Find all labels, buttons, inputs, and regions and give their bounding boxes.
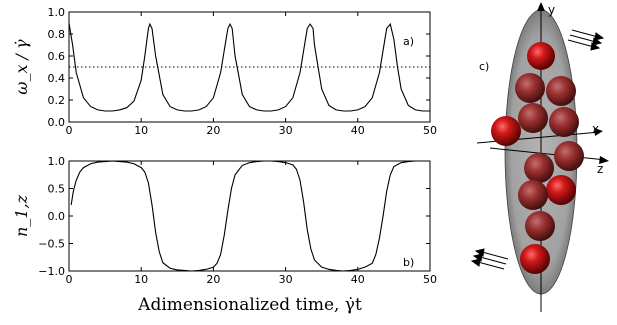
x-tick-label: 0 <box>66 124 73 137</box>
z-axis-line <box>489 147 607 161</box>
x-tick-label: 30 <box>279 273 293 286</box>
y-tick-label: 1.0 <box>48 6 66 19</box>
z-axis-label: z <box>597 162 603 176</box>
y-tick-label: −0.5 <box>38 238 65 251</box>
sphere <box>549 107 579 137</box>
sphere <box>491 116 521 146</box>
flow-arrows-right <box>567 29 605 51</box>
panel-a-label: a) <box>403 35 414 48</box>
panel-a-omega-chart: 0 10 20 30 40 50 0.0 0.2 0.4 0.6 0.8 1.0 a) ω_x / γ… <box>12 6 437 137</box>
y-tick-label: 0.0 <box>48 210 66 223</box>
panel-b-n1z-chart: 0 10 20 30 40 50 −1.0 −0.5 0.0 0.5 1.0 b) n_1,z Ad… <box>12 155 437 315</box>
x-tick-label: 20 <box>206 124 220 137</box>
x-axis-label: x <box>592 122 599 136</box>
panel-c-illustration: y x z <box>470 2 609 312</box>
y-axis-label: y <box>548 3 555 17</box>
x-tick-label: 30 <box>279 124 293 137</box>
x-tick-label: 0 <box>66 273 73 286</box>
x-axis-arrow <box>594 128 603 136</box>
y-tick-label: 0.5 <box>48 183 66 196</box>
y-tick-label: 0.4 <box>48 72 66 85</box>
sphere <box>518 103 548 133</box>
sphere <box>554 141 584 171</box>
panel-b-xlabel: Adimensionalized time, γ̇t <box>137 295 362 315</box>
y-tick-label: 1.0 <box>48 155 66 168</box>
x-tick-label: 40 <box>351 273 365 286</box>
panel-a-ticks: 0 10 20 30 40 50 0.0 0.2 0.4 0.6 0.8 1.0 <box>48 6 438 137</box>
panel-b-label: b) <box>403 256 414 269</box>
y-tick-label: 0.6 <box>48 50 66 63</box>
sphere <box>518 180 548 210</box>
y-tick-label: 0.2 <box>48 94 66 107</box>
panel-a-series-line <box>68 22 430 112</box>
sphere <box>524 153 554 183</box>
panel-b-ylabel: n_1,z <box>12 194 31 237</box>
sphere <box>546 175 576 205</box>
x-tick-label: 40 <box>351 124 365 137</box>
flow-arrows-left <box>470 248 509 270</box>
y-axis-arrow <box>537 2 545 11</box>
panel-b-series-line <box>70 160 430 272</box>
panel-b-ticks: 0 10 20 30 40 50 −1.0 −0.5 0.0 0.5 1.0 <box>38 155 437 286</box>
z-axis-arrow <box>599 156 609 164</box>
x-tick-label: 10 <box>134 273 148 286</box>
sphere <box>527 42 555 70</box>
x-tick-label: 50 <box>423 273 437 286</box>
sphere <box>546 76 576 106</box>
x-tick-label: 10 <box>134 124 148 137</box>
panel-c-label: c) <box>479 60 489 73</box>
x-tick-label: 50 <box>423 124 437 137</box>
y-tick-label: 0.8 <box>48 28 66 41</box>
x-tick-label: 20 <box>206 273 220 286</box>
sphere <box>520 244 550 274</box>
panel-a-ylabel: ω_x / γ̇ <box>12 39 31 95</box>
y-tick-label: −1.0 <box>38 265 65 278</box>
y-tick-label: 0.0 <box>48 116 66 129</box>
sphere <box>525 211 555 241</box>
sphere <box>515 73 545 103</box>
